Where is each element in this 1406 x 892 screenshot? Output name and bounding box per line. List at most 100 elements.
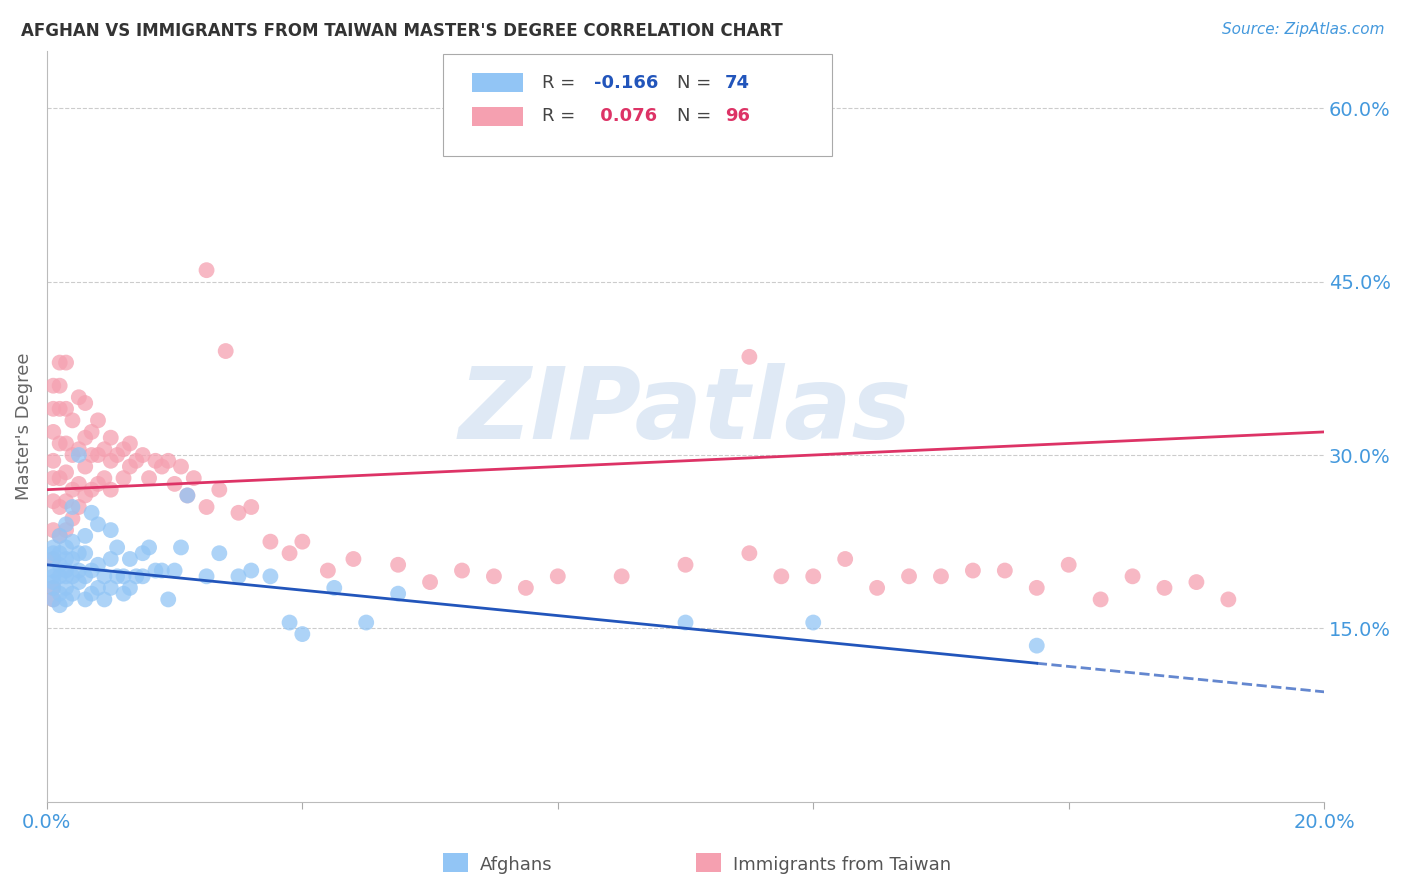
Point — [87, 517, 110, 532]
Point — [93, 442, 115, 457]
Point — [515, 581, 537, 595]
Point — [87, 558, 110, 572]
Point — [354, 615, 377, 630]
Text: Source: ZipAtlas.com: Source: ZipAtlas.com — [1222, 22, 1385, 37]
Point — [834, 552, 856, 566]
Point — [118, 436, 141, 450]
Point — [183, 471, 205, 485]
Point — [80, 564, 103, 578]
Point — [42, 401, 65, 416]
Point — [170, 459, 193, 474]
Point — [93, 592, 115, 607]
Point — [48, 558, 70, 572]
Point — [675, 558, 697, 572]
Point — [105, 541, 128, 555]
Point — [75, 431, 97, 445]
Point — [291, 534, 314, 549]
Point — [42, 552, 65, 566]
Point — [62, 413, 84, 427]
Text: AFGHAN VS IMMIGRANTS FROM TAIWAN MASTER'S DEGREE CORRELATION CHART: AFGHAN VS IMMIGRANTS FROM TAIWAN MASTER'… — [21, 22, 783, 40]
Point — [55, 581, 77, 595]
Point — [195, 500, 218, 514]
Point — [48, 500, 70, 514]
Point — [55, 466, 77, 480]
Point — [75, 546, 97, 560]
Point — [62, 511, 84, 525]
Point — [100, 523, 122, 537]
Point — [87, 581, 110, 595]
Point — [131, 448, 153, 462]
Point — [48, 436, 70, 450]
Point — [278, 615, 301, 630]
Point — [994, 564, 1017, 578]
Point — [342, 552, 364, 566]
Point — [1218, 592, 1240, 607]
Point — [55, 401, 77, 416]
Point — [55, 523, 77, 537]
Text: 0.076: 0.076 — [593, 107, 657, 126]
Point — [67, 390, 90, 404]
Point — [100, 581, 122, 595]
Point — [962, 564, 984, 578]
Point — [100, 454, 122, 468]
Point — [145, 564, 167, 578]
Point — [176, 488, 198, 502]
Point — [112, 471, 135, 485]
Point — [100, 483, 122, 497]
Point — [1090, 592, 1112, 607]
Point — [118, 459, 141, 474]
Point — [323, 581, 346, 595]
Point — [105, 569, 128, 583]
Point — [62, 587, 84, 601]
Point — [1057, 558, 1080, 572]
Point — [80, 587, 103, 601]
Point — [42, 564, 65, 578]
Bar — [472, 107, 523, 126]
Point — [48, 401, 70, 416]
Point — [48, 356, 70, 370]
Point — [170, 541, 193, 555]
Text: ZIPatlas: ZIPatlas — [458, 363, 912, 459]
Point — [228, 506, 250, 520]
Point — [929, 569, 952, 583]
Point — [898, 569, 921, 583]
Point — [42, 541, 65, 555]
Point — [42, 523, 65, 537]
Point — [42, 425, 65, 439]
Point — [75, 488, 97, 502]
Point — [42, 569, 65, 583]
Point — [482, 569, 505, 583]
Point — [145, 454, 167, 468]
Point — [42, 552, 65, 566]
Bar — [443, 853, 468, 872]
Point — [801, 569, 824, 583]
Point — [131, 546, 153, 560]
Point — [75, 459, 97, 474]
Point — [48, 598, 70, 612]
Point — [240, 500, 263, 514]
Point — [125, 569, 148, 583]
Point — [48, 587, 70, 601]
Point — [55, 592, 77, 607]
Point — [610, 569, 633, 583]
Point — [163, 476, 186, 491]
Point — [87, 413, 110, 427]
Point — [157, 454, 180, 468]
FancyBboxPatch shape — [443, 54, 832, 156]
Text: N =: N = — [676, 107, 717, 126]
Point — [93, 569, 115, 583]
Point — [547, 569, 569, 583]
Point — [1153, 581, 1175, 595]
Point — [215, 344, 238, 359]
Point — [138, 541, 160, 555]
Point — [738, 546, 761, 560]
Point — [80, 483, 103, 497]
Point — [48, 569, 70, 583]
Point — [451, 564, 474, 578]
Point — [1185, 575, 1208, 590]
Point — [316, 564, 339, 578]
Point — [387, 587, 409, 601]
Point — [87, 476, 110, 491]
Point — [131, 569, 153, 583]
Text: 74: 74 — [725, 74, 751, 92]
